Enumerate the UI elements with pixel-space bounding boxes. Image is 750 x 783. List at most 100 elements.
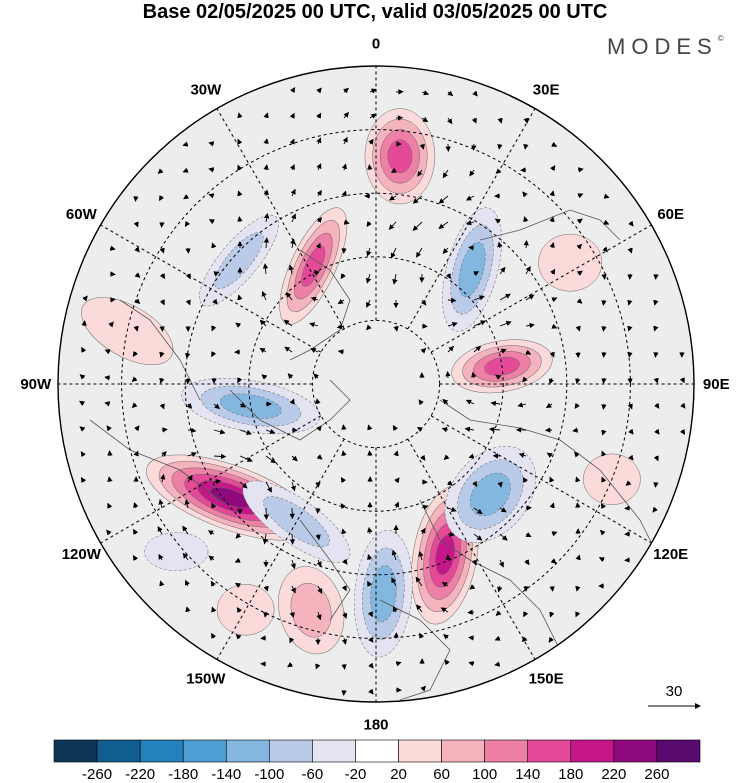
anomaly-contour — [370, 565, 397, 623]
longitude-label: 90E — [703, 376, 730, 393]
wind-arrow — [680, 402, 686, 409]
wind-arrow — [342, 611, 348, 619]
wind-arrow — [388, 221, 397, 230]
wind-arrow — [550, 558, 557, 564]
modes-logo: MODES© — [607, 34, 724, 59]
wind-arrow — [522, 376, 528, 383]
wind-arrow — [388, 195, 397, 201]
wind-arrow — [368, 688, 374, 695]
coastline — [89, 419, 221, 501]
wind-arrow — [104, 375, 111, 381]
wind-arrow — [79, 400, 86, 406]
colorbar-label: -260 — [82, 766, 112, 783]
wind-arrow — [316, 425, 322, 432]
wind-arrow — [342, 136, 348, 145]
wind-arrow — [473, 345, 482, 353]
colorbar-swatch — [53, 739, 98, 763]
wind-arrow — [653, 455, 659, 462]
wind-arrow — [235, 533, 242, 539]
wind-arrow — [159, 403, 165, 410]
wind-arrow — [284, 346, 293, 353]
wind-arrow — [239, 455, 253, 462]
wind-arrow — [601, 325, 607, 332]
wind-arrow — [447, 345, 455, 353]
wind-arrow — [239, 402, 247, 408]
wind-arrow — [601, 429, 607, 436]
anomaly-blob — [364, 108, 436, 205]
wind-arrow — [473, 271, 480, 277]
wind-arrow — [208, 555, 215, 561]
wind-arrow — [575, 502, 581, 509]
wind-arrow — [211, 351, 217, 358]
wind-arrow — [79, 374, 86, 380]
wind-arrow — [309, 322, 319, 328]
wind-arrow — [133, 528, 139, 535]
wind-arrow — [237, 294, 243, 301]
longitude-label: 180 — [363, 716, 388, 733]
wind-arrow — [549, 216, 555, 223]
wind-arrow — [134, 298, 141, 305]
wind-arrow — [468, 635, 475, 641]
wind-arrow — [523, 239, 529, 249]
wind-arrow — [551, 297, 558, 303]
map-background — [58, 66, 694, 702]
wind-arrow — [316, 189, 322, 197]
wind-arrow — [289, 398, 295, 405]
wind-arrow — [548, 377, 555, 385]
wind-arrow — [494, 661, 501, 667]
wind-arrow — [391, 577, 397, 587]
wind-arrow — [134, 246, 140, 253]
wind-arrow — [447, 297, 457, 303]
anomaly-blob — [444, 446, 537, 543]
wind-arrow — [653, 299, 659, 306]
wind-arrow — [109, 297, 116, 303]
wind-arrow — [310, 348, 319, 354]
wind-arrow — [549, 190, 555, 197]
wind-arrow — [653, 481, 659, 488]
wind-arrow — [157, 526, 163, 535]
wind-arrow — [549, 476, 555, 483]
wind-arrow — [367, 580, 373, 587]
colorbar-label: 20 — [390, 766, 407, 783]
wind-arrow — [598, 557, 605, 563]
wind-arrow — [445, 273, 451, 280]
wind-arrow — [341, 585, 347, 592]
wind-arrow — [394, 477, 400, 484]
wind-arrow — [497, 117, 503, 124]
wind-arrow — [417, 169, 423, 177]
wind-arrow — [131, 402, 138, 409]
wind-arrow — [576, 243, 583, 250]
wind-arrow — [366, 221, 372, 228]
wind-arrow — [341, 450, 347, 457]
wind-arrow — [107, 502, 113, 509]
longitude-label: 60E — [657, 206, 684, 223]
map-border — [57, 65, 695, 703]
wind-arrow — [107, 476, 113, 483]
wind-arrow — [603, 193, 610, 199]
colorbar-swatch — [484, 739, 529, 763]
wind-arrow — [420, 347, 427, 354]
colorbar-swatch — [182, 739, 227, 763]
wind-arrow — [442, 398, 449, 405]
wind-arrow — [447, 480, 453, 486]
wind-arrow — [499, 533, 508, 541]
wind-arrow — [468, 453, 475, 459]
wind-arrow — [447, 117, 453, 125]
wind-arrow — [290, 481, 296, 492]
wind-arrow — [465, 220, 475, 226]
anomaly-contour — [216, 584, 275, 636]
colorbar-swatch — [269, 739, 313, 763]
wind-arrow — [262, 533, 268, 545]
wind-arrow — [159, 273, 165, 280]
colorbar-swatch — [312, 739, 356, 763]
wind-arrow — [497, 143, 503, 150]
wind-arrow — [313, 269, 320, 276]
wind-arrow — [522, 191, 528, 198]
wind-arrow — [473, 533, 483, 541]
wind-arrow — [263, 138, 269, 145]
wind-arrow — [551, 141, 558, 147]
wind-arrow — [525, 294, 535, 301]
wind-arrow — [161, 451, 167, 457]
wind-arrow — [290, 87, 296, 94]
wind-arrow — [288, 264, 294, 275]
